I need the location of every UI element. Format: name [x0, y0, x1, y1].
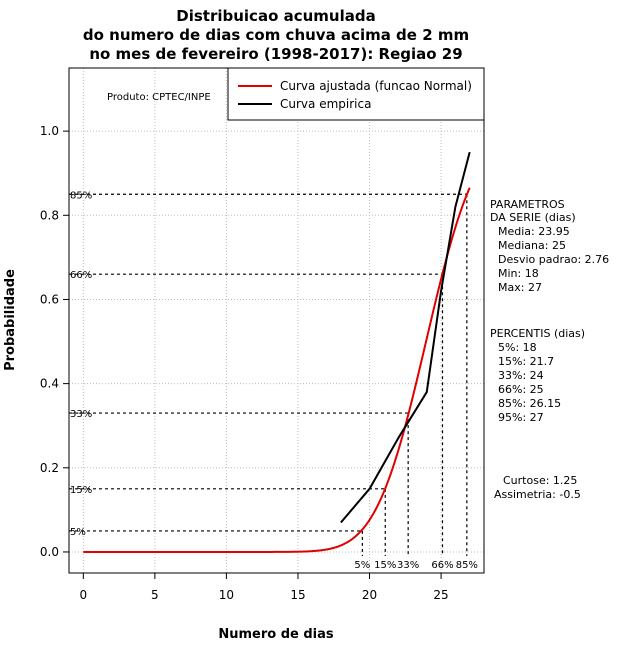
grid — [69, 68, 484, 573]
x-tick-label: 5 — [151, 588, 159, 602]
percentis-85: 85%: 26.15 — [498, 397, 561, 410]
percentile-x-label: 66% — [431, 560, 453, 571]
percentile-y-label: 5% — [70, 527, 86, 538]
percentis-panel: PERCENTIS (dias) 5%: 18 15%: 21.7 33%: 2… — [490, 327, 585, 424]
percentile-x-label: 85% — [456, 560, 478, 571]
percentile-x-label: 33% — [397, 560, 419, 571]
x-axis-title: Numero de dias — [218, 627, 334, 642]
x-tick-label: 25 — [433, 588, 448, 602]
y-axis-title: Probabilidade — [3, 269, 18, 371]
x-tick-label: 20 — [362, 588, 377, 602]
y-tick-label: 1.0 — [40, 124, 59, 138]
chart-title-line-1: Distribuicao acumulada — [176, 7, 375, 25]
legend-box — [227, 67, 485, 121]
percentile-x-label: 15% — [374, 560, 396, 571]
plot-frame — [68, 67, 485, 574]
fitted-normal-curve — [83, 187, 471, 553]
legend: Curva ajustada (funcao Normal) Curva emp… — [227, 67, 485, 121]
percentis-33: 33%: 24 — [498, 369, 544, 382]
stats-mean: Media: 23.95 — [498, 225, 570, 238]
legend-label-fitted: Curva ajustada (funcao Normal) — [280, 79, 472, 93]
stats-heading-1: PARAMETROS — [490, 198, 565, 211]
skewness: Assimetria: -0.5 — [494, 488, 581, 501]
percentis-66: 66%: 25 — [498, 383, 544, 396]
y-tick-label: 0.2 — [40, 461, 59, 475]
stats-sd: Desvio padrao: 2.76 — [498, 253, 609, 266]
percentile-y-label: 66% — [70, 270, 92, 281]
percentis-95: 95%: 27 — [498, 411, 544, 424]
x-tick-label: 0 — [79, 588, 87, 602]
percentile-reference-lines: 5%5%15%15%33%33%66%66%85%85% — [69, 190, 478, 571]
stats-median: Mediana: 25 — [498, 239, 566, 252]
y-tick-label: 0.8 — [40, 208, 59, 222]
stats-min: Min: 18 — [498, 267, 539, 280]
y-tick-label: 0.6 — [40, 292, 59, 306]
x-tick-label: 10 — [219, 588, 234, 602]
percentis-15: 15%: 21.7 — [498, 355, 554, 368]
percentile-x-label: 5% — [354, 560, 370, 571]
stats-max: Max: 27 — [498, 281, 542, 294]
axes: 0 5 10 15 20 25 0.0 0.2 0.4 0.6 0.8 1.0 — [40, 124, 449, 602]
legend-label-empirical: Curva empirica — [280, 97, 371, 111]
percentis-5: 5%: 18 — [498, 341, 537, 354]
chart-title-line-2: do numero de dias com chuva acima de 2 m… — [83, 26, 469, 44]
y-tick-label: 0.4 — [40, 377, 59, 391]
produced-by-note: Produto: CPTEC/INPE — [107, 92, 211, 103]
stats-heading-2: DA SERIE (dias) — [490, 211, 576, 224]
percentile-y-label: 15% — [70, 485, 92, 496]
percentile-y-label: 85% — [70, 190, 92, 201]
x-tick-label: 15 — [290, 588, 305, 602]
chart-title-line-3: no mes de fevereiro (1998-2017): Regiao … — [89, 45, 462, 63]
kurtosis: Curtose: 1.25 — [503, 474, 577, 487]
percentis-heading: PERCENTIS (dias) — [490, 327, 585, 340]
shape-panel: Curtose: 1.25 Assimetria: -0.5 — [494, 474, 581, 501]
series — [83, 151, 471, 553]
stats-panel: PARAMETROS DA SERIE (dias) Media: 23.95 … — [490, 198, 609, 294]
percentile-y-label: 33% — [70, 409, 92, 420]
empirical-curve — [340, 151, 471, 524]
y-tick-label: 0.0 — [40, 545, 59, 559]
